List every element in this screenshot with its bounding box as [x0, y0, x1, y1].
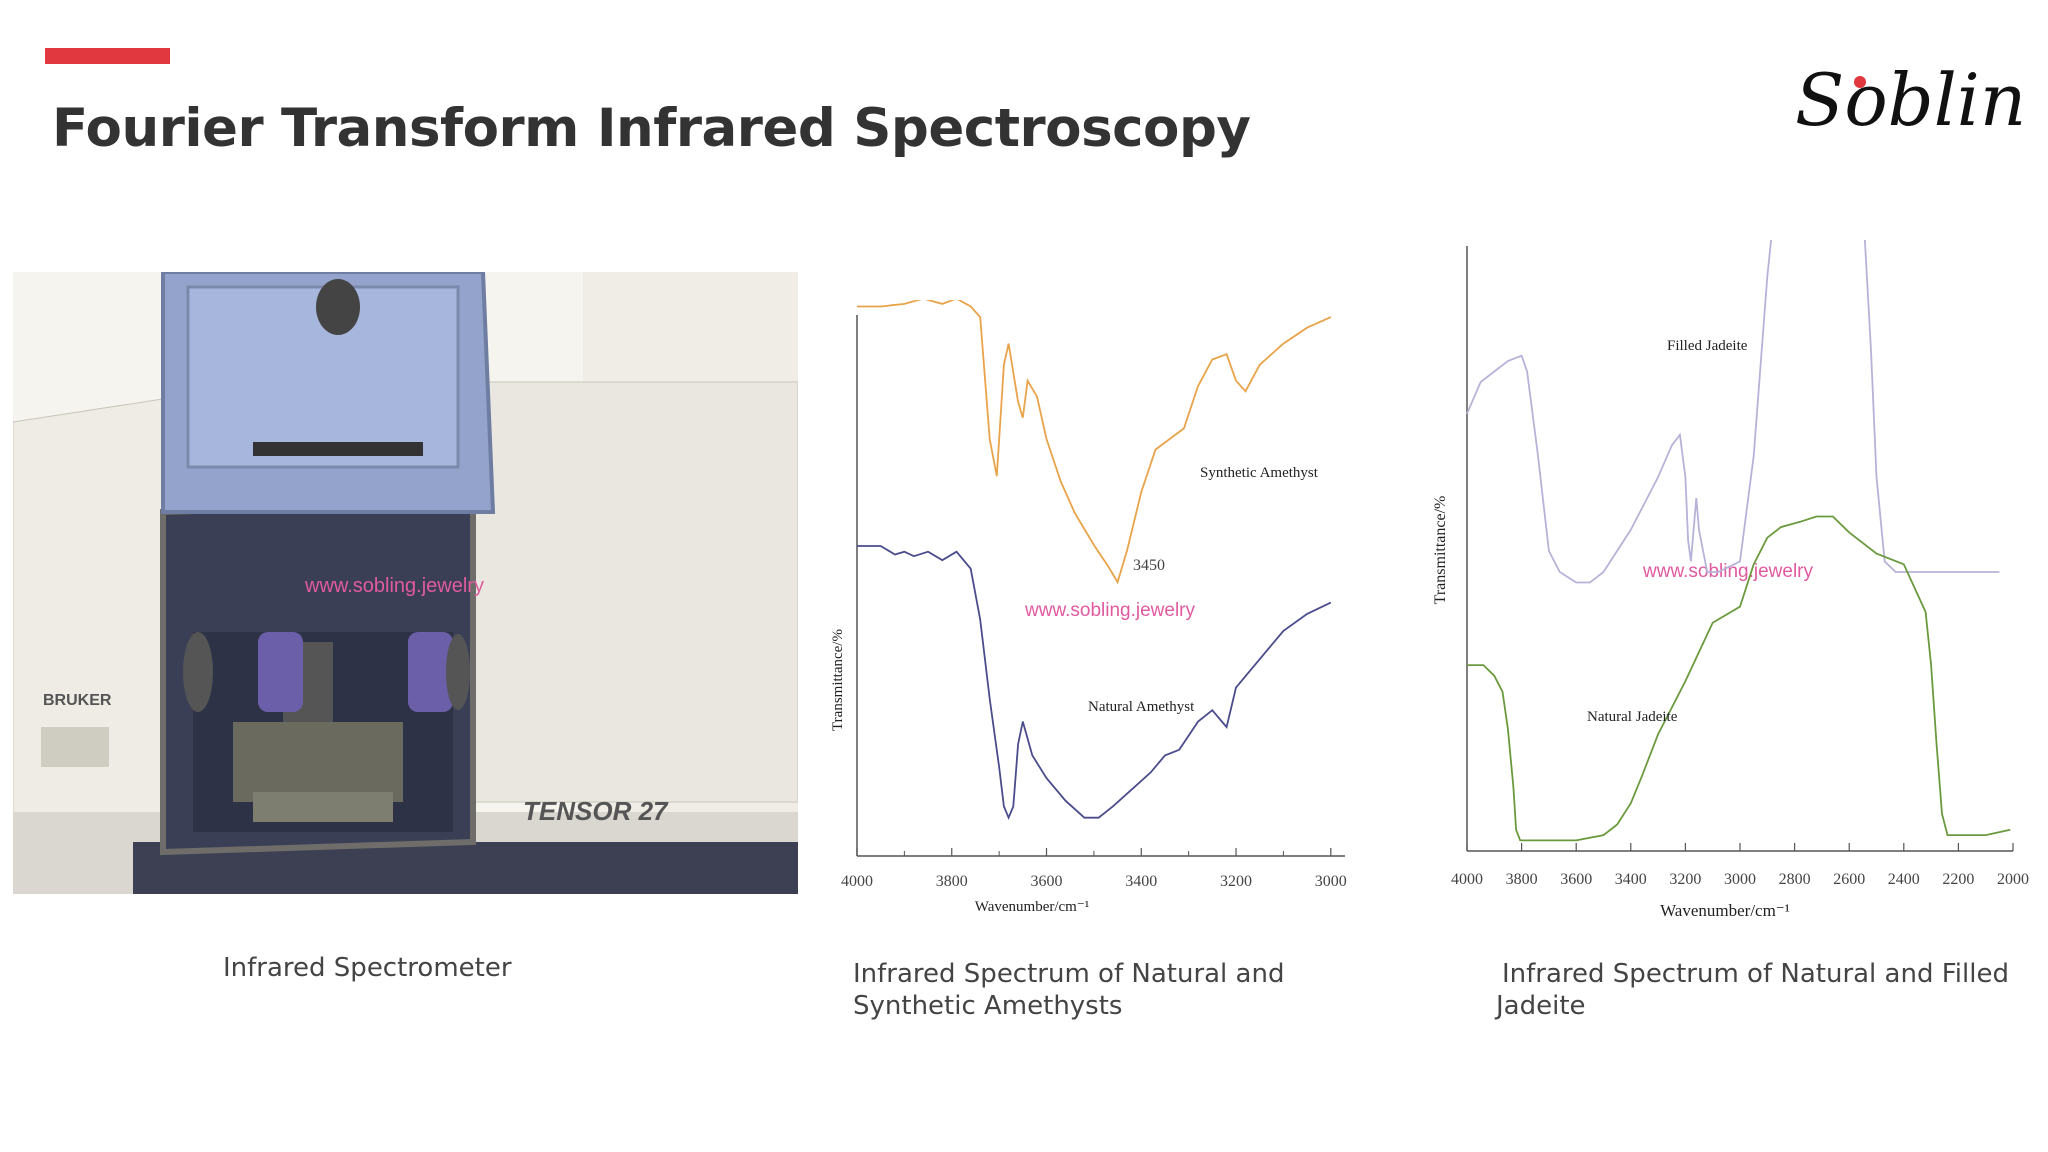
watermark: www.sobling.jewelry: [1642, 561, 1814, 582]
series-label: Natural Amethyst: [1088, 699, 1195, 715]
series-line-natural-jadeite: [1467, 515, 2011, 842]
x-tick-label: 3400: [1615, 871, 1647, 888]
x-axis-title: Wavenumber/cm⁻¹: [975, 899, 1090, 915]
x-tick-label: 3800: [1506, 871, 1538, 888]
series-line-natural-amethyst: [857, 545, 1332, 821]
accent-bar: [45, 48, 170, 64]
series-line-filled-jadeite: [1466, 240, 2000, 584]
x-tick-label: 3000: [1315, 873, 1347, 890]
x-axis-title: Wavenumber/cm⁻¹: [1660, 901, 1790, 920]
peak-annotation: 3450: [1133, 557, 1165, 574]
svg-text:TENSOR 27: TENSOR 27: [523, 796, 669, 826]
series-label: Filled Jadeite: [1667, 338, 1748, 354]
series-label: Synthetic Amethyst: [1200, 465, 1319, 481]
x-tick-label: 3600: [1031, 873, 1063, 890]
x-tick-label: 2400: [1888, 871, 1920, 888]
x-tick-label: 3200: [1220, 873, 1252, 890]
x-tick-label: 3200: [1669, 871, 1701, 888]
watermark: www.sobling.jewelry: [1024, 600, 1196, 621]
svg-text:Sobling: Sobling: [1795, 58, 2025, 142]
jadeite-ir-spectrum-chart: Transmittance/% Wavenumber/cm⁻¹ www.sobl…: [1432, 240, 2029, 920]
infrared-spectrometer-photo: BRUKER TENSOR 27 www.sobling.jewelry: [13, 272, 798, 894]
caption-amethyst-spectrum: Infrared Spectrum of Natural and Synthet…: [853, 959, 1285, 1021]
x-tick-label: 2800: [1779, 871, 1811, 888]
svg-text:www.sobling.jewelry: www.sobling.jewelry: [304, 575, 484, 597]
x-tick-label: 4000: [841, 873, 873, 890]
x-tick-label: 2000: [1997, 871, 2029, 888]
x-tick-label: 3800: [936, 873, 968, 890]
caption-spectrometer: Infrared Spectrometer: [223, 953, 512, 983]
x-tick-label: 4000: [1451, 871, 1483, 888]
caption-jadeite-spectrum: Infrared Spectrum of Natural and Filled …: [1496, 959, 2009, 1021]
sobling-logo: Sobling: [1795, 58, 2025, 142]
svg-text:BRUKER: BRUKER: [43, 692, 112, 709]
y-axis-title: Transmittance/%: [830, 629, 846, 731]
amethyst-ir-spectrum-chart: Transmittance/% Wavenumber/cm⁻¹ www.sobl…: [830, 300, 1347, 915]
y-axis-title: Transmittance/%: [1432, 496, 1449, 605]
x-tick-label: 3600: [1560, 871, 1592, 888]
x-tick-label: 3000: [1724, 871, 1756, 888]
series-line-synthetic-amethyst: [857, 300, 1332, 585]
x-tick-label: 3400: [1125, 873, 1157, 890]
x-tick-label: 2600: [1833, 871, 1865, 888]
page-title: Fourier Transform Infrared Spectroscopy: [52, 98, 1251, 159]
series-label: Natural Jadeite: [1587, 709, 1678, 725]
x-tick-label: 2200: [1942, 871, 1974, 888]
